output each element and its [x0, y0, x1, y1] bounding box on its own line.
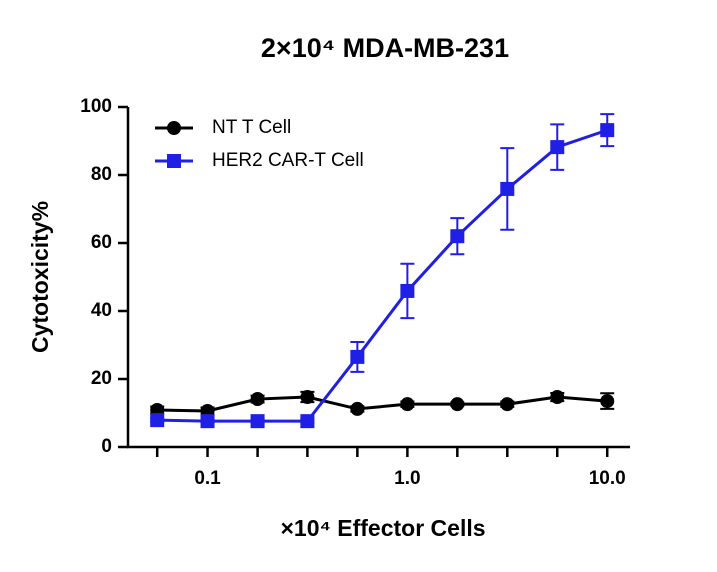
legend-marker	[167, 121, 181, 135]
y-tick-label: 80	[91, 164, 112, 185]
x-tick-label: 10.0	[589, 468, 626, 489]
x-tick-label: 0.1	[194, 468, 221, 489]
chart-title: 2×10⁴ MDA-MB-231	[261, 33, 509, 63]
marker	[450, 397, 465, 412]
y-tick-label: 20	[91, 368, 112, 389]
marker	[550, 390, 565, 405]
y-tick-label: 40	[91, 300, 112, 321]
marker	[350, 349, 365, 364]
marker	[400, 283, 415, 298]
line	[157, 395, 608, 413]
legend-label: NT T Cell	[212, 117, 291, 138]
marker	[550, 140, 565, 155]
y-tick-label: 60	[91, 232, 112, 253]
x-axis-label: ×10⁴ Effector Cells	[280, 515, 485, 541]
x-tick-label: 1.0	[394, 468, 420, 489]
line	[157, 128, 608, 423]
marker	[600, 123, 615, 138]
marker	[250, 414, 265, 429]
marker	[500, 397, 515, 412]
marker	[200, 414, 215, 429]
marker	[250, 392, 265, 407]
y-tick-label: 100	[80, 96, 112, 117]
marker	[400, 397, 415, 412]
y-axis-label: Cytotoxicity%	[27, 201, 53, 353]
legend-marker	[167, 154, 181, 168]
marker	[300, 390, 315, 405]
y-tick-label: 0	[101, 436, 112, 457]
marker	[600, 394, 615, 409]
marker	[450, 229, 465, 244]
marker	[300, 414, 315, 429]
legend-label: HER2 CAR-T Cell	[212, 150, 364, 171]
marker	[500, 181, 515, 196]
marker	[350, 401, 365, 416]
marker	[150, 413, 165, 428]
